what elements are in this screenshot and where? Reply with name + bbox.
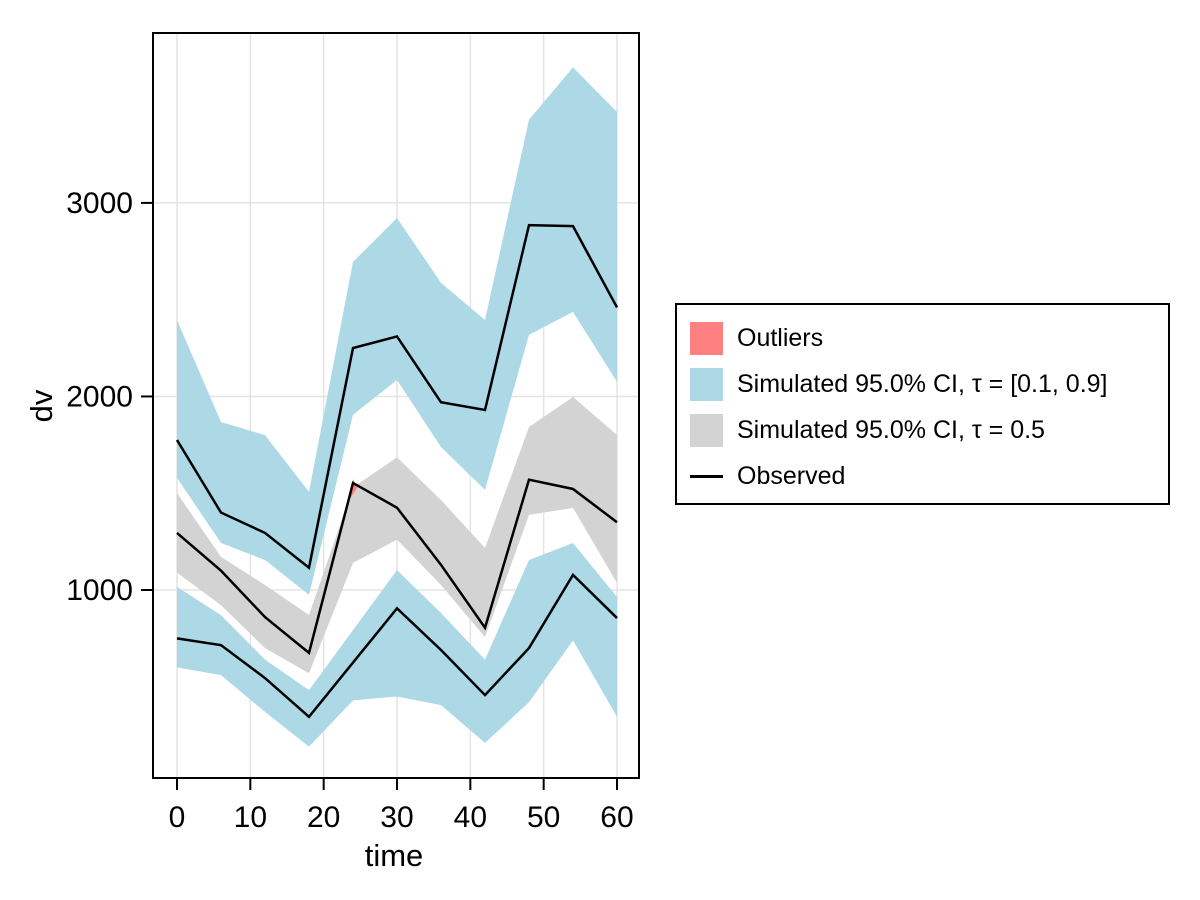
- observed-line-0: [175, 223, 619, 570]
- y-tick-label: 2000: [66, 380, 133, 413]
- x-tick-label: 50: [527, 801, 560, 834]
- ci-median-swatch-icon: [690, 413, 723, 447]
- y-tick-label: 1000: [66, 574, 133, 607]
- outliers-swatch-icon: [690, 321, 723, 355]
- ci-band-1: [177, 397, 617, 674]
- x-tick-label: 20: [307, 801, 340, 834]
- x-tick-label: 0: [169, 801, 186, 834]
- ci-outer-swatch-icon: [690, 367, 723, 401]
- legend-row-outliers: Outliers: [690, 315, 1168, 361]
- legend-label-outliers: Outliers: [737, 323, 824, 352]
- legend-label-ci-median: Simulated 95.0% CI, τ = 0.5: [737, 415, 1045, 444]
- observed-line-2: [176, 572, 618, 719]
- observed-line-swatch-icon: [690, 474, 723, 478]
- legend-row-observed: Observed: [690, 453, 1168, 499]
- legend-label-ci-outer: Simulated 95.0% CI, τ = [0.1, 0.9]: [737, 369, 1108, 398]
- legend-label-observed: Observed: [737, 461, 846, 490]
- axis-ticks: [141, 201, 618, 790]
- legend: Outliers Simulated 95.0% CI, τ = [0.1, 0…: [675, 303, 1170, 505]
- y-tick-label: 3000: [66, 187, 133, 220]
- x-tick-label: 10: [234, 801, 267, 834]
- y-axis-title: dv: [24, 389, 59, 422]
- tick-labels: 0 10 20 30 40 50 60 1000 2000 3000: [66, 187, 633, 834]
- legend-row-ci-median: Simulated 95.0% CI, τ = 0.5: [690, 407, 1168, 453]
- ci-band-0: [177, 67, 617, 595]
- plot-frame: [152, 32, 640, 779]
- x-tick-label: 40: [454, 801, 487, 834]
- x-axis-title: time: [365, 838, 424, 873]
- observed-line-1: [176, 478, 618, 656]
- x-tick-label: 30: [380, 801, 413, 834]
- x-tick-label: 60: [600, 801, 633, 834]
- legend-row-ci-outer: Simulated 95.0% CI, τ = [0.1, 0.9]: [690, 361, 1168, 407]
